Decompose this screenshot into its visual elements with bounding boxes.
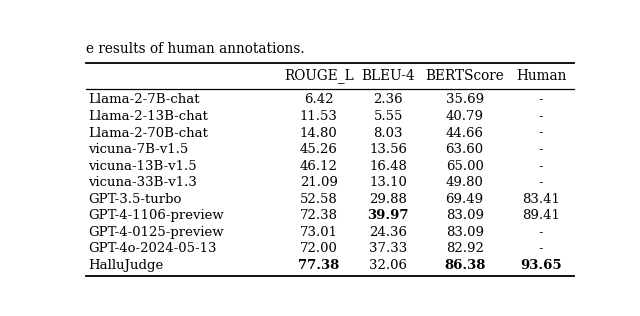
Text: -: - (539, 160, 543, 173)
Text: vicuna-7B-v1.5: vicuna-7B-v1.5 (88, 143, 189, 156)
Text: GPT-4-1106-preview: GPT-4-1106-preview (88, 209, 224, 222)
Text: 83.09: 83.09 (445, 226, 484, 239)
Text: 77.38: 77.38 (298, 259, 339, 272)
Text: 8.03: 8.03 (374, 127, 403, 140)
Text: 52.58: 52.58 (300, 193, 337, 206)
Text: 6.42: 6.42 (304, 94, 333, 106)
Text: 39.97: 39.97 (367, 209, 409, 222)
Text: 73.01: 73.01 (300, 226, 338, 239)
Text: -: - (539, 242, 543, 255)
Text: -: - (539, 110, 543, 123)
Text: Llama-2-13B-chat: Llama-2-13B-chat (88, 110, 208, 123)
Text: Llama-2-7B-chat: Llama-2-7B-chat (88, 94, 200, 106)
Text: vicuna-13B-v1.5: vicuna-13B-v1.5 (88, 160, 197, 173)
Text: 69.49: 69.49 (445, 193, 484, 206)
Text: Human: Human (516, 69, 566, 83)
Text: -: - (539, 226, 543, 239)
Text: 2.36: 2.36 (374, 94, 403, 106)
Text: 13.56: 13.56 (369, 143, 407, 156)
Text: 29.88: 29.88 (369, 193, 407, 206)
Text: 72.00: 72.00 (300, 242, 338, 255)
Text: 11.53: 11.53 (300, 110, 338, 123)
Text: 14.80: 14.80 (300, 127, 337, 140)
Text: -: - (539, 94, 543, 106)
Text: 86.38: 86.38 (444, 259, 485, 272)
Text: 45.26: 45.26 (300, 143, 338, 156)
Text: -: - (539, 143, 543, 156)
Text: -: - (539, 127, 543, 140)
Text: -: - (539, 176, 543, 189)
Text: 21.09: 21.09 (300, 176, 338, 189)
Text: e results of human annotations.: e results of human annotations. (86, 42, 305, 56)
Text: 65.00: 65.00 (445, 160, 484, 173)
Text: 24.36: 24.36 (369, 226, 407, 239)
Text: 16.48: 16.48 (369, 160, 407, 173)
Text: 93.65: 93.65 (520, 259, 562, 272)
Text: 32.06: 32.06 (369, 259, 407, 272)
Text: vicuna-33B-v1.3: vicuna-33B-v1.3 (88, 176, 197, 189)
Text: 37.33: 37.33 (369, 242, 408, 255)
Text: 46.12: 46.12 (300, 160, 338, 173)
Text: 83.41: 83.41 (522, 193, 560, 206)
Text: 40.79: 40.79 (445, 110, 484, 123)
Text: 13.10: 13.10 (369, 176, 407, 189)
Text: ROUGE_L: ROUGE_L (284, 68, 353, 83)
Text: 5.55: 5.55 (374, 110, 403, 123)
Text: 49.80: 49.80 (445, 176, 484, 189)
Text: 82.92: 82.92 (445, 242, 484, 255)
Text: 35.69: 35.69 (445, 94, 484, 106)
Text: 63.60: 63.60 (445, 143, 484, 156)
Text: GPT-4o-2024-05-13: GPT-4o-2024-05-13 (88, 242, 217, 255)
Text: BLEU-4: BLEU-4 (362, 69, 415, 83)
Text: BERTScore: BERTScore (425, 69, 504, 83)
Text: Llama-2-70B-chat: Llama-2-70B-chat (88, 127, 208, 140)
Text: 72.38: 72.38 (300, 209, 338, 222)
Text: 44.66: 44.66 (445, 127, 484, 140)
Text: GPT-4-0125-preview: GPT-4-0125-preview (88, 226, 224, 239)
Text: 83.09: 83.09 (445, 209, 484, 222)
Text: 89.41: 89.41 (522, 209, 560, 222)
Text: HalluJudge: HalluJudge (88, 259, 164, 272)
Text: GPT-3.5-turbo: GPT-3.5-turbo (88, 193, 182, 206)
